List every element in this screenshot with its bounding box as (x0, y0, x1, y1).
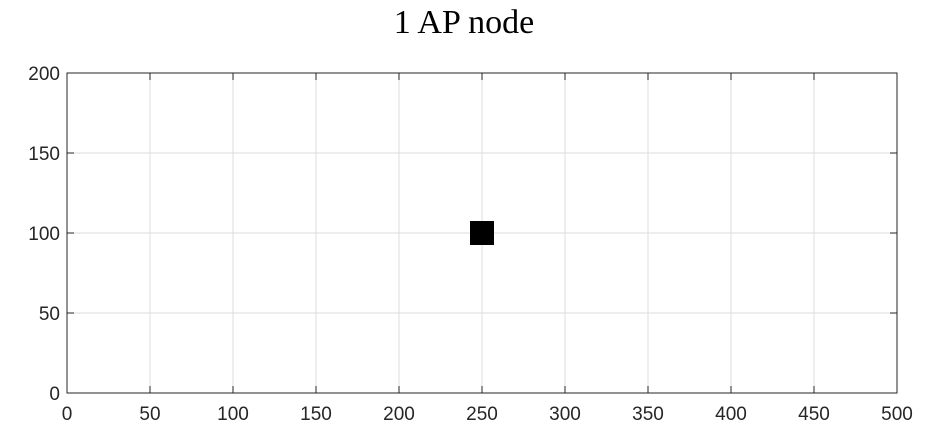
ap-node-marker (470, 221, 494, 245)
x-tick-label-50: 50 (139, 404, 160, 425)
y-tick-label-200: 200 (28, 64, 60, 85)
chart-title: 1 AP node (394, 4, 534, 41)
x-tick-label-150: 150 (300, 404, 332, 425)
y-tick-label-100: 100 (28, 224, 60, 245)
data-points (470, 221, 494, 245)
axes (66, 72, 898, 394)
y-tick-label-150: 150 (28, 144, 60, 165)
tick-labels: 0 50 100 150 200 250 300 350 400 450 500 0 50 100 150 2… (28, 64, 913, 425)
x-tick-label-500: 500 (881, 404, 913, 425)
x-tick-label-300: 300 (549, 404, 581, 425)
y-tick-label-0: 0 (49, 384, 60, 405)
x-tick-label-200: 200 (383, 404, 415, 425)
x-tick-label-400: 400 (715, 404, 747, 425)
x-tick-label-100: 100 (217, 404, 249, 425)
y-tick-label-50: 50 (39, 304, 60, 325)
x-tick-label-450: 450 (798, 404, 830, 425)
x-tick-label-0: 0 (62, 404, 73, 425)
x-tick-label-350: 350 (632, 404, 664, 425)
x-tick-label-250: 250 (466, 404, 498, 425)
